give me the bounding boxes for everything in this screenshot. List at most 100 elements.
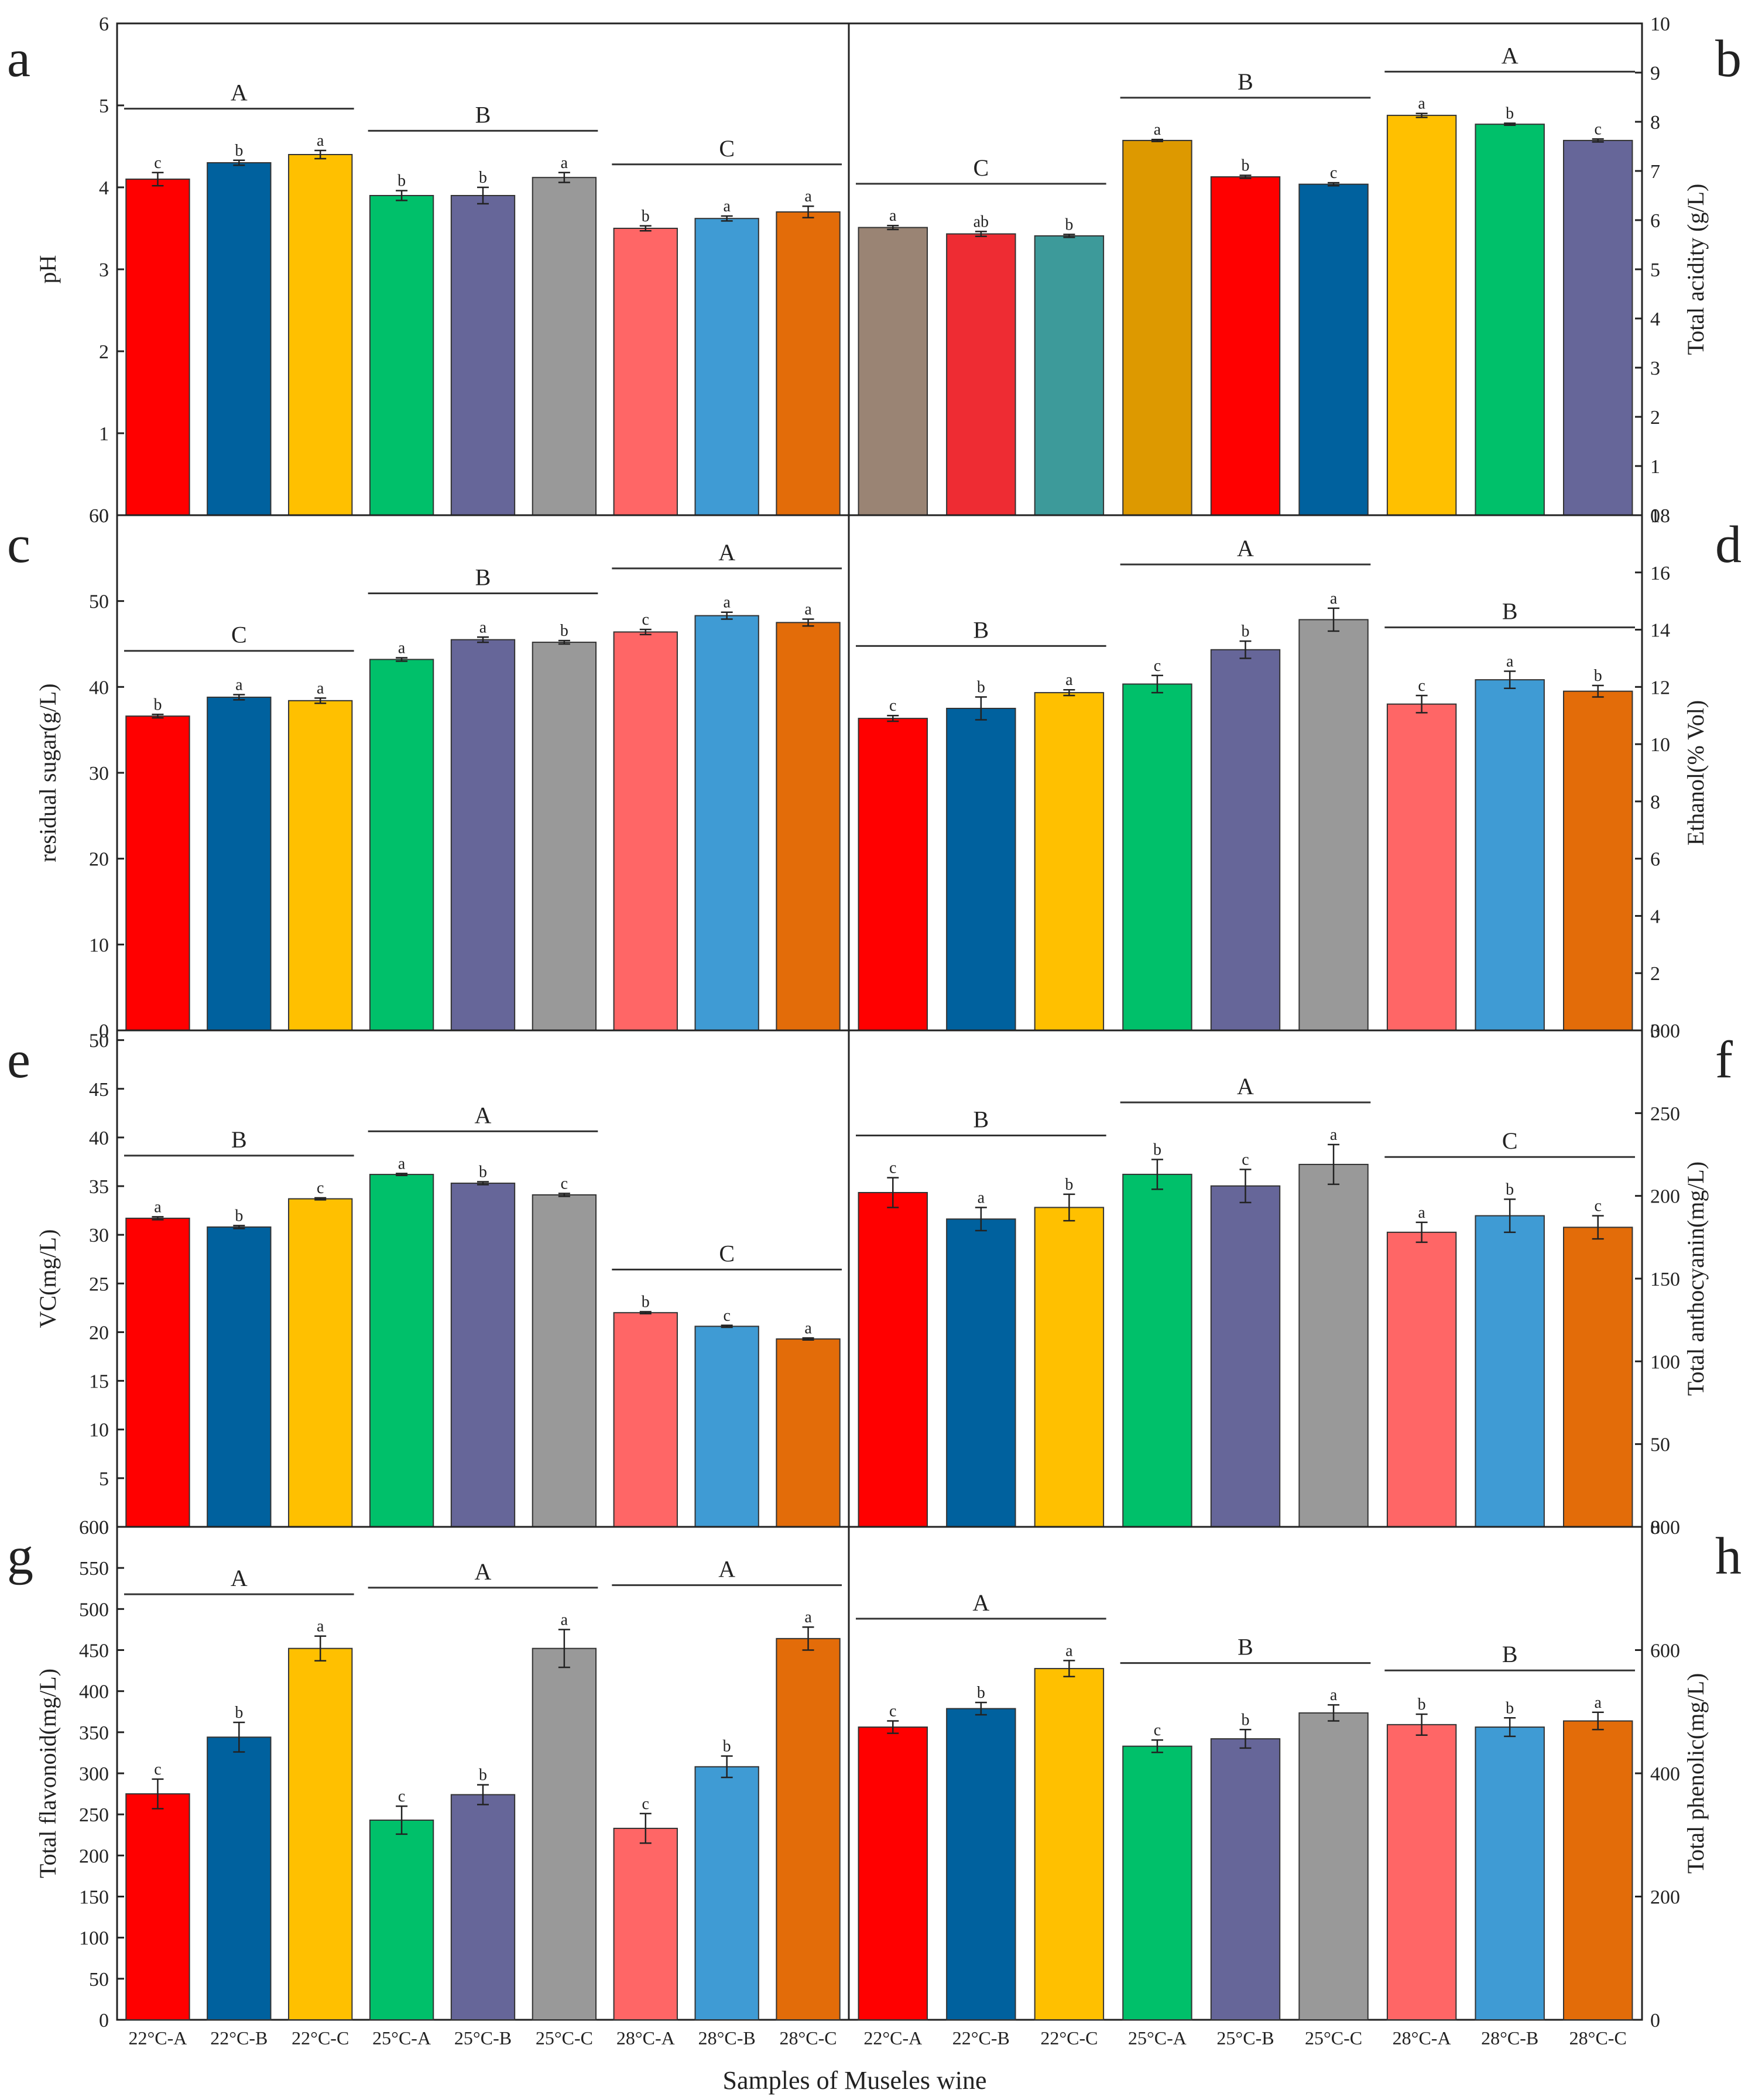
x-tick-label-g-3: 25°C-A <box>372 2027 431 2048</box>
y-tick-label-e: 30 <box>89 1225 109 1246</box>
significance-letter-g-0: c <box>154 1760 161 1779</box>
bar-b-2 <box>1034 235 1105 516</box>
y-axis-label-a: pH <box>35 255 61 284</box>
y-tick-label-g: 450 <box>79 1640 109 1662</box>
x-tick-label-g-6: 28°C-A <box>616 2027 675 2048</box>
significance-letter-h-2: a <box>1065 1642 1073 1660</box>
bar-f-0 <box>858 1192 928 1527</box>
significance-letter-b-2: b <box>1065 215 1073 234</box>
y-tick-label-f: 250 <box>1650 1103 1680 1125</box>
y-axis-label-b: Total acidity (g/L) <box>1682 184 1709 355</box>
significance-letter-d-7: a <box>1506 652 1514 670</box>
bar-g-1 <box>207 1736 272 2021</box>
y-tick-label-d: 6 <box>1650 849 1660 871</box>
group-label-b-2: A <box>1502 42 1519 68</box>
significance-letter-e-7: c <box>723 1307 730 1325</box>
bar-a-4 <box>450 195 516 516</box>
significance-letter-f-4: c <box>1242 1150 1249 1169</box>
y-tick-label-b: 7 <box>1650 161 1660 183</box>
y-tick-label-a: 0 <box>99 505 109 527</box>
y-tick-label-g: 0 <box>99 2010 109 2032</box>
x-tick-label-h-3: 25°C-A <box>1128 2027 1187 2048</box>
y-tick-label-c: 50 <box>89 591 109 613</box>
bar-h-2 <box>1034 1668 1105 2020</box>
significance-letter-a-8: a <box>804 187 812 205</box>
bar-d-3 <box>1122 683 1192 1031</box>
group-label-a-2: C <box>719 135 735 162</box>
bar-h-6 <box>1386 1724 1457 2021</box>
significance-letter-c-7: a <box>723 594 731 612</box>
bar-d-5 <box>1298 619 1369 1031</box>
significance-letter-c-5: b <box>560 622 568 640</box>
significance-letter-g-7: b <box>723 1738 731 1756</box>
panel-e: 0 5 10 15 20 25 30 35 40 45 50 VC(mg/L) e a b c a b c b c a B A… <box>7 1029 850 1539</box>
bar-b-1 <box>946 233 1016 516</box>
significance-letter-b-7: b <box>1506 105 1514 123</box>
bar-d-2 <box>1034 692 1105 1031</box>
bar-e-6 <box>613 1312 678 1527</box>
significance-letter-d-3: c <box>1154 657 1161 675</box>
bar-b-5 <box>1298 183 1369 516</box>
significance-letter-e-6: b <box>642 1293 650 1311</box>
significance-letter-b-8: c <box>1595 120 1602 138</box>
bar-b-4 <box>1210 176 1281 516</box>
significance-letter-e-4: b <box>479 1163 487 1181</box>
group-label-f-0: B <box>973 1106 989 1132</box>
bar-d-4 <box>1210 649 1281 1032</box>
group-label-c-1: B <box>475 564 491 590</box>
significance-letter-d-5: a <box>1330 590 1338 608</box>
x-tick-label-h-8: 28°C-C <box>1569 2027 1627 2048</box>
x-tick-label-h-7: 28°C-B <box>1481 2027 1538 2048</box>
panel-label-h: h <box>1715 1527 1742 1585</box>
group-label-h-0: A <box>972 1589 989 1616</box>
significance-letter-a-3: b <box>397 172 406 190</box>
y-tick-label-e: 10 <box>89 1420 109 1441</box>
significance-letter-g-5: a <box>561 1611 568 1629</box>
significance-letter-d-0: c <box>889 697 896 715</box>
y-tick-label-h: 600 <box>1650 1640 1680 1662</box>
y-tick-label-h: 0 <box>1650 2010 1660 2032</box>
significance-letter-f-8: c <box>1595 1197 1602 1215</box>
significance-letter-e-5: c <box>561 1175 568 1193</box>
y-tick-label-e: 50 <box>89 1030 109 1052</box>
bar-d-7 <box>1475 679 1545 1031</box>
significance-letter-e-0: a <box>154 1198 162 1216</box>
x-tick-label-g-0: 22°C-A <box>128 2027 187 2048</box>
significance-letter-h-7: b <box>1506 1699 1514 1717</box>
bar-g-4 <box>450 1794 516 2020</box>
significance-letter-a-5: a <box>561 154 568 172</box>
significance-letter-h-4: b <box>1242 1711 1250 1729</box>
x-tick-label-g-1: 22°C-B <box>210 2027 268 2048</box>
significance-letter-d-6: c <box>1418 677 1425 695</box>
y-tick-label-e: 25 <box>89 1273 109 1295</box>
significance-letter-d-1: b <box>977 678 985 696</box>
significance-letter-a-1: b <box>235 142 243 160</box>
y-tick-label-d: 16 <box>1650 563 1670 584</box>
y-tick-label-b: 1 <box>1650 456 1660 478</box>
significance-letter-g-4: b <box>479 1766 487 1784</box>
group-label-d-2: B <box>1502 598 1518 625</box>
bar-e-8 <box>776 1338 841 1527</box>
group-label-c-0: C <box>231 622 247 648</box>
bar-b-8 <box>1563 139 1633 516</box>
panel-h: 0 200 400 600 800 Total phenolic(mg/L) h c b a c b a… <box>848 1517 1742 2032</box>
significance-letter-e-3: a <box>398 1155 406 1173</box>
y-tick-label-d: 2 <box>1650 963 1660 985</box>
bar-c-1 <box>207 696 272 1031</box>
significance-letter-h-5: a <box>1330 1686 1338 1704</box>
bar-g-5 <box>532 1647 597 2020</box>
group-label-f-1: A <box>1237 1073 1254 1099</box>
group-label-h-2: B <box>1502 1641 1518 1667</box>
y-tick-label-g: 250 <box>79 1804 109 1826</box>
bar-c-0 <box>125 715 190 1031</box>
significance-letter-b-5: c <box>1330 164 1337 182</box>
panel-g: 0 50 100 150 200 250 300 350 400 450 500 550 600 Tota… <box>7 1517 850 2032</box>
group-label-g-0: A <box>231 1565 248 1591</box>
panel-label-g: g <box>7 1527 33 1585</box>
significance-letter-c-4: a <box>479 618 487 636</box>
y-axis-label-e: VC(mg/L) <box>35 1229 61 1328</box>
panel-a: 0 1 2 3 4 5 6 pH a c b a b b a b a a A B C <box>7 13 850 527</box>
y-axis-label-h: Total phenolic(mg/L) <box>1682 1673 1709 1874</box>
significance-letter-a-0: c <box>154 154 161 172</box>
